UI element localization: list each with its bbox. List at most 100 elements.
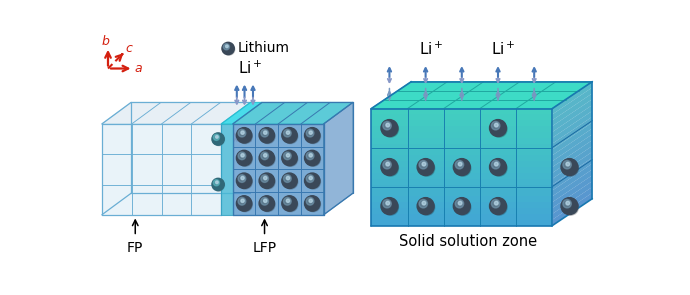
Polygon shape xyxy=(371,109,552,114)
Circle shape xyxy=(561,159,578,176)
Circle shape xyxy=(264,176,267,180)
Circle shape xyxy=(309,199,313,202)
Circle shape xyxy=(261,175,275,189)
Circle shape xyxy=(238,152,253,166)
Polygon shape xyxy=(552,82,592,114)
Circle shape xyxy=(306,130,320,144)
Circle shape xyxy=(417,198,434,214)
Circle shape xyxy=(566,201,570,205)
Polygon shape xyxy=(552,122,592,155)
Text: Li$^+$: Li$^+$ xyxy=(491,41,516,58)
Circle shape xyxy=(381,198,398,214)
Circle shape xyxy=(495,123,498,127)
Circle shape xyxy=(422,162,426,166)
Circle shape xyxy=(215,135,218,138)
Polygon shape xyxy=(371,220,552,226)
Polygon shape xyxy=(552,163,592,196)
Circle shape xyxy=(383,122,391,130)
Text: Lithium: Lithium xyxy=(237,42,289,55)
Circle shape xyxy=(422,201,426,205)
Polygon shape xyxy=(324,102,353,215)
Circle shape xyxy=(213,134,219,140)
Text: LFP: LFP xyxy=(253,241,277,255)
Circle shape xyxy=(491,160,500,169)
Circle shape xyxy=(495,201,498,205)
Circle shape xyxy=(261,130,275,144)
Circle shape xyxy=(386,123,390,127)
Polygon shape xyxy=(371,120,552,126)
Polygon shape xyxy=(371,126,552,132)
Circle shape xyxy=(284,152,291,160)
Circle shape xyxy=(286,131,290,134)
Circle shape xyxy=(495,162,498,166)
Circle shape xyxy=(264,154,267,157)
Polygon shape xyxy=(371,214,552,220)
Polygon shape xyxy=(221,102,262,124)
Circle shape xyxy=(264,131,267,134)
Circle shape xyxy=(566,162,570,166)
Circle shape xyxy=(453,159,471,176)
Circle shape xyxy=(306,175,314,182)
Text: Solid solution zone: Solid solution zone xyxy=(399,234,537,249)
Polygon shape xyxy=(371,161,552,167)
Polygon shape xyxy=(552,99,592,132)
Circle shape xyxy=(222,42,235,55)
Polygon shape xyxy=(233,124,324,215)
Circle shape xyxy=(306,175,320,189)
Circle shape xyxy=(286,154,290,157)
Circle shape xyxy=(213,180,225,191)
Text: b: b xyxy=(102,35,110,47)
Circle shape xyxy=(238,197,246,205)
Circle shape xyxy=(491,122,507,137)
Circle shape xyxy=(241,176,244,180)
Circle shape xyxy=(238,129,246,137)
Circle shape xyxy=(563,160,571,169)
Polygon shape xyxy=(552,117,592,150)
Circle shape xyxy=(212,178,224,191)
Circle shape xyxy=(383,199,399,215)
Circle shape xyxy=(224,44,230,50)
Circle shape xyxy=(237,196,252,211)
Polygon shape xyxy=(552,193,592,226)
Circle shape xyxy=(282,196,297,211)
Polygon shape xyxy=(371,196,552,202)
Circle shape xyxy=(226,45,228,48)
Polygon shape xyxy=(102,124,221,215)
Circle shape xyxy=(259,173,275,189)
Polygon shape xyxy=(552,181,592,214)
Circle shape xyxy=(491,160,507,176)
Polygon shape xyxy=(371,208,552,214)
Circle shape xyxy=(224,44,235,55)
Circle shape xyxy=(306,198,320,212)
Polygon shape xyxy=(552,87,592,120)
Circle shape xyxy=(417,159,434,176)
Circle shape xyxy=(261,198,275,212)
Circle shape xyxy=(241,154,244,157)
Circle shape xyxy=(455,199,471,215)
Text: c: c xyxy=(125,42,132,55)
Text: a: a xyxy=(135,62,143,75)
Circle shape xyxy=(309,154,313,157)
Circle shape xyxy=(282,128,297,143)
Circle shape xyxy=(259,150,275,166)
Circle shape xyxy=(563,199,571,208)
Circle shape xyxy=(304,150,320,166)
Polygon shape xyxy=(371,82,592,109)
Circle shape xyxy=(286,199,290,202)
Circle shape xyxy=(284,152,298,166)
Circle shape xyxy=(304,173,320,189)
Circle shape xyxy=(455,160,471,176)
Polygon shape xyxy=(371,167,552,173)
Circle shape xyxy=(383,122,399,137)
Polygon shape xyxy=(552,93,592,126)
Polygon shape xyxy=(371,185,552,191)
Circle shape xyxy=(458,201,462,205)
Circle shape xyxy=(264,199,267,202)
Circle shape xyxy=(238,175,253,189)
Circle shape xyxy=(489,119,506,137)
Circle shape xyxy=(282,150,297,166)
Circle shape xyxy=(241,131,244,134)
Polygon shape xyxy=(552,134,592,167)
Polygon shape xyxy=(552,111,592,144)
Circle shape xyxy=(455,199,464,208)
